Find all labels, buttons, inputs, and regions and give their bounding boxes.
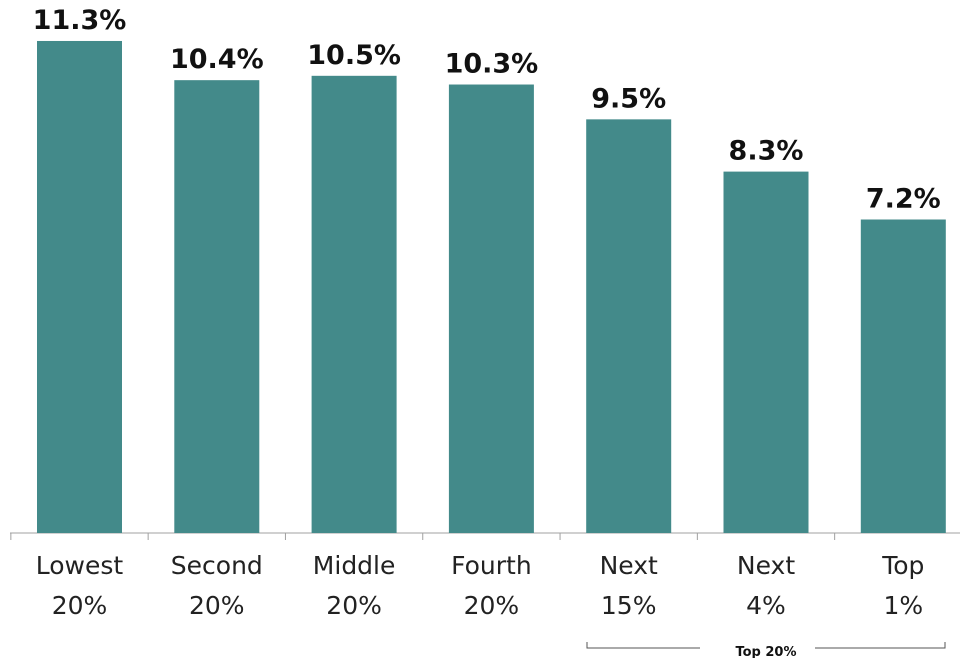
value-label: 7.2% [866,184,941,215]
value-label: 9.5% [591,83,666,114]
bar [174,80,260,534]
category-label: Next [737,551,795,580]
category-label: 1% [883,591,923,620]
bar [860,219,946,533]
category-label: Fourth [451,551,532,580]
bar [586,119,672,534]
top-20-bracket: Top 20% [586,642,946,658]
category-label: Middle [313,551,396,580]
category-label: 20% [326,591,382,620]
bracket-left-line [586,642,700,649]
bracket-right-line [815,642,946,649]
category-label: Second [171,551,263,580]
category-label: Next [600,551,658,580]
bar [723,171,809,533]
category-label: 20% [189,591,245,620]
category-label: 20% [464,591,520,620]
category-label: 4% [746,591,786,620]
value-label: 11.3% [33,5,127,36]
bracket-label: Top 20% [735,645,796,658]
value-label: 10.5% [307,40,401,71]
value-label: 10.3% [445,49,539,80]
category-label: Lowest [36,551,124,580]
category-label: Top [881,551,924,580]
category-label: 20% [52,591,108,620]
category-label: 15% [601,591,657,620]
x-axis-ticks [10,533,836,540]
bar [37,40,122,534]
bars [37,40,946,534]
bar [311,75,397,533]
value-label: 8.3% [729,136,804,167]
category-labels: Lowest 20% Second 20% Middle 20% Fourth 20% Next… [36,551,925,620]
value-label: 10.4% [170,44,264,75]
value-labels: 11.3% 10.4% 10.5% 10.3% 9.5% 8.3% 7.2% [33,5,941,215]
bar [448,84,534,533]
